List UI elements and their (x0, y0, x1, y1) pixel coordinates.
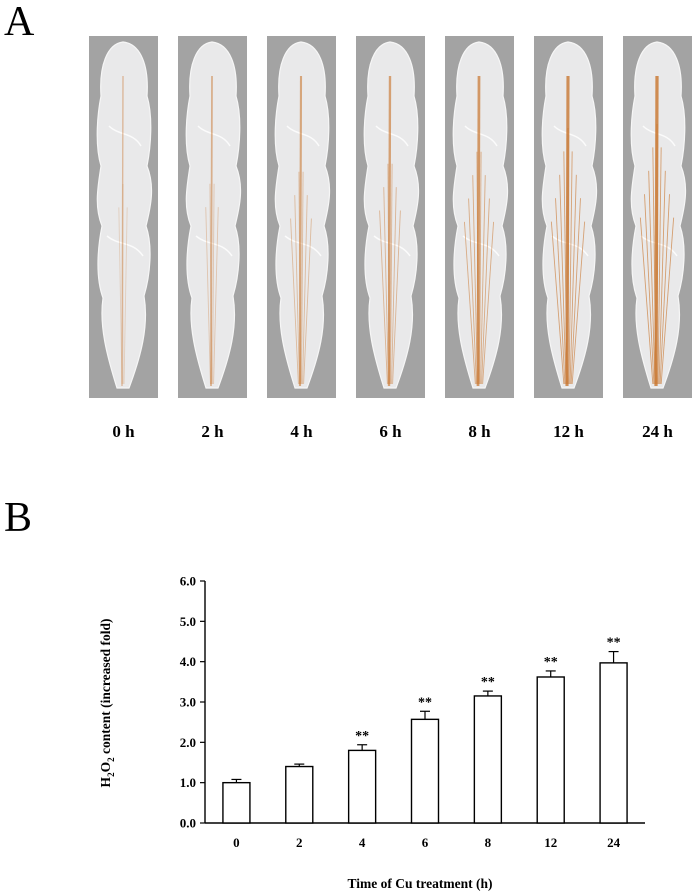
x-axis: 0 2 4 6 8 12 24 (205, 822, 645, 850)
y-axis-title-sub1: 2 (106, 772, 116, 777)
y-axis-title-sub2: 2 (106, 757, 116, 762)
bar (285, 765, 314, 824)
x-tick-label: 12 (544, 835, 557, 850)
leaf-image (356, 36, 425, 398)
x-tick-label: 6 (422, 835, 429, 850)
time-label: 24 h (642, 422, 673, 441)
leaf-image (178, 36, 247, 398)
time-label: 6 h (379, 422, 402, 441)
bar-chart: 0.01.02.03.04.05.06.0 0 2 4 6 8 12 24 ********… (98, 574, 645, 891)
significance-marker: ** (607, 636, 621, 651)
bar (410, 718, 440, 824)
leaf-image (445, 36, 514, 398)
leaf-image (623, 36, 692, 398)
bar-series: ** ** ** ** ** (222, 636, 628, 824)
bar (222, 781, 251, 824)
time-label: 4 h (290, 422, 313, 441)
significance-marker: ** (544, 655, 558, 670)
x-tick-label: 8 (485, 835, 492, 850)
bar (536, 676, 565, 824)
leaf-image (267, 36, 336, 398)
x-axis-title: Time of Cu treatment (h) (348, 876, 493, 891)
x-tick-label: 4 (359, 835, 366, 850)
x-tick-label: 24 (607, 835, 621, 850)
y-tick-label: 5.0 (180, 614, 196, 629)
significance-marker: ** (481, 675, 495, 690)
y-tick-label: 6.0 (180, 574, 196, 589)
y-axis-title-rest: content (increased fold) (98, 619, 113, 758)
panel-a-letter: A (4, 0, 35, 45)
time-label: 12 h (553, 422, 584, 441)
time-label: 2 h (201, 422, 224, 441)
x-tick-label: 2 (296, 835, 303, 850)
time-label: 0 h (112, 422, 135, 441)
bar (599, 662, 628, 824)
significance-marker: ** (418, 695, 432, 710)
bar (473, 695, 503, 824)
x-tick-label: 0 (233, 835, 240, 850)
y-tick-label: 2.0 (180, 735, 196, 750)
y-tick-label: 1.0 (180, 775, 196, 790)
y-axis-title: H2O2 content (increased fold) (98, 619, 116, 788)
time-label: 8 h (468, 422, 491, 441)
panel-b-letter: B (4, 495, 33, 541)
y-tick-label: 3.0 (180, 695, 196, 710)
y-tick-label: 0.0 (180, 816, 196, 831)
y-axis-title-o: O (98, 762, 113, 773)
y-axis-title-h: H (98, 776, 113, 787)
leaf-image (534, 36, 603, 398)
y-axis: 0.0 1.0 2.0 3.0 4.0 5.0 6.0 (180, 574, 206, 831)
y-tick-label: 4.0 (180, 654, 196, 669)
leaf-image (89, 36, 158, 398)
bar (347, 749, 377, 824)
significance-marker: ** (355, 729, 369, 744)
